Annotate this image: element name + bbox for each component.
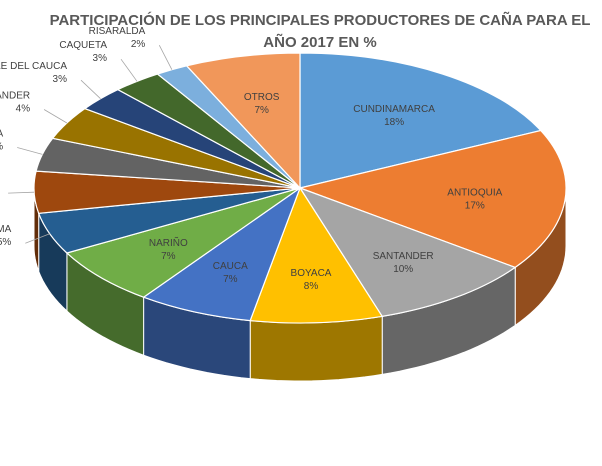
pie-top-faces xyxy=(33,52,567,324)
value-label-otros: 7% xyxy=(254,105,269,116)
leader-line-caqueta xyxy=(120,58,138,82)
value-label-caqueta: 3% xyxy=(93,53,108,64)
label-valle-del-cauca: VALLE DEL CAUCA xyxy=(0,61,67,72)
value-label-huila: 4% xyxy=(0,142,3,153)
value-label-norte-de-santander: 4% xyxy=(16,104,31,115)
pie-slice-antioquia xyxy=(297,129,567,269)
pie-side-walls xyxy=(33,187,567,382)
value-label-nariño: 7% xyxy=(161,251,176,262)
value-label-santander: 10% xyxy=(393,264,413,275)
value-label-antioquia: 17% xyxy=(465,200,485,211)
chart-title: PARTICIPACIÓN DE LOS PRINCIPALES PRODUCT… xyxy=(20,10,602,54)
pie-labels: CUNDINAMARCA 18% ANTIOQUIA 17% SANTANDER 10% B… xyxy=(0,26,503,292)
label-otros: OTROS xyxy=(244,92,280,103)
leader-line-caldas xyxy=(8,191,35,194)
leader-line-valle-del-cauca xyxy=(80,79,101,99)
chart-title-line-1: PARTICIPACIÓN DE LOS PRINCIPALES PRODUCT… xyxy=(49,12,591,29)
leader-line-tolima xyxy=(25,233,50,244)
pie-slice-cauca xyxy=(142,186,302,322)
label-nariño: NARIÑO xyxy=(149,236,188,249)
pie-slice-cundinamarca xyxy=(299,52,542,189)
label-risaralda: RISARALDA xyxy=(89,26,146,37)
label-caqueta: CAQUETA xyxy=(59,40,107,51)
chart-title-line-2: AÑO 2017 EN % xyxy=(263,34,377,51)
pie-side-boyaca xyxy=(249,315,383,382)
pie-slice-boyaca xyxy=(249,186,384,324)
label-tolima: TOLIMA xyxy=(0,224,12,235)
value-label-tolima: 5% xyxy=(0,237,11,248)
value-label-boyaca: 8% xyxy=(304,281,319,292)
label-cundinamarca: CUNDINAMARCA xyxy=(353,104,435,115)
label-huila: HUILA xyxy=(0,129,4,140)
label-boyaca: BOYACA xyxy=(291,268,332,279)
pie-slice-nariño xyxy=(65,187,301,298)
leader-line-huila xyxy=(17,147,43,155)
value-label-cundinamarca: 18% xyxy=(384,117,404,128)
label-antioquia: ANTIOQUIA xyxy=(447,187,502,198)
label-santander: SANTANDER xyxy=(373,251,434,262)
value-label-valle-del-cauca: 3% xyxy=(53,74,68,85)
value-label-risaralda: 2% xyxy=(131,39,146,50)
leader-line-risaralda xyxy=(158,45,173,70)
leader-line-norte-de-santander xyxy=(43,109,68,124)
label-cauca: CAUCA xyxy=(213,261,248,272)
leader-lines xyxy=(8,45,173,244)
value-label-cauca: 7% xyxy=(223,274,238,285)
pie-slice-santander xyxy=(298,186,517,318)
pie-slice-otros xyxy=(185,52,301,190)
label-norte-de-santander: NORTE DE SANTANDER xyxy=(0,91,30,102)
